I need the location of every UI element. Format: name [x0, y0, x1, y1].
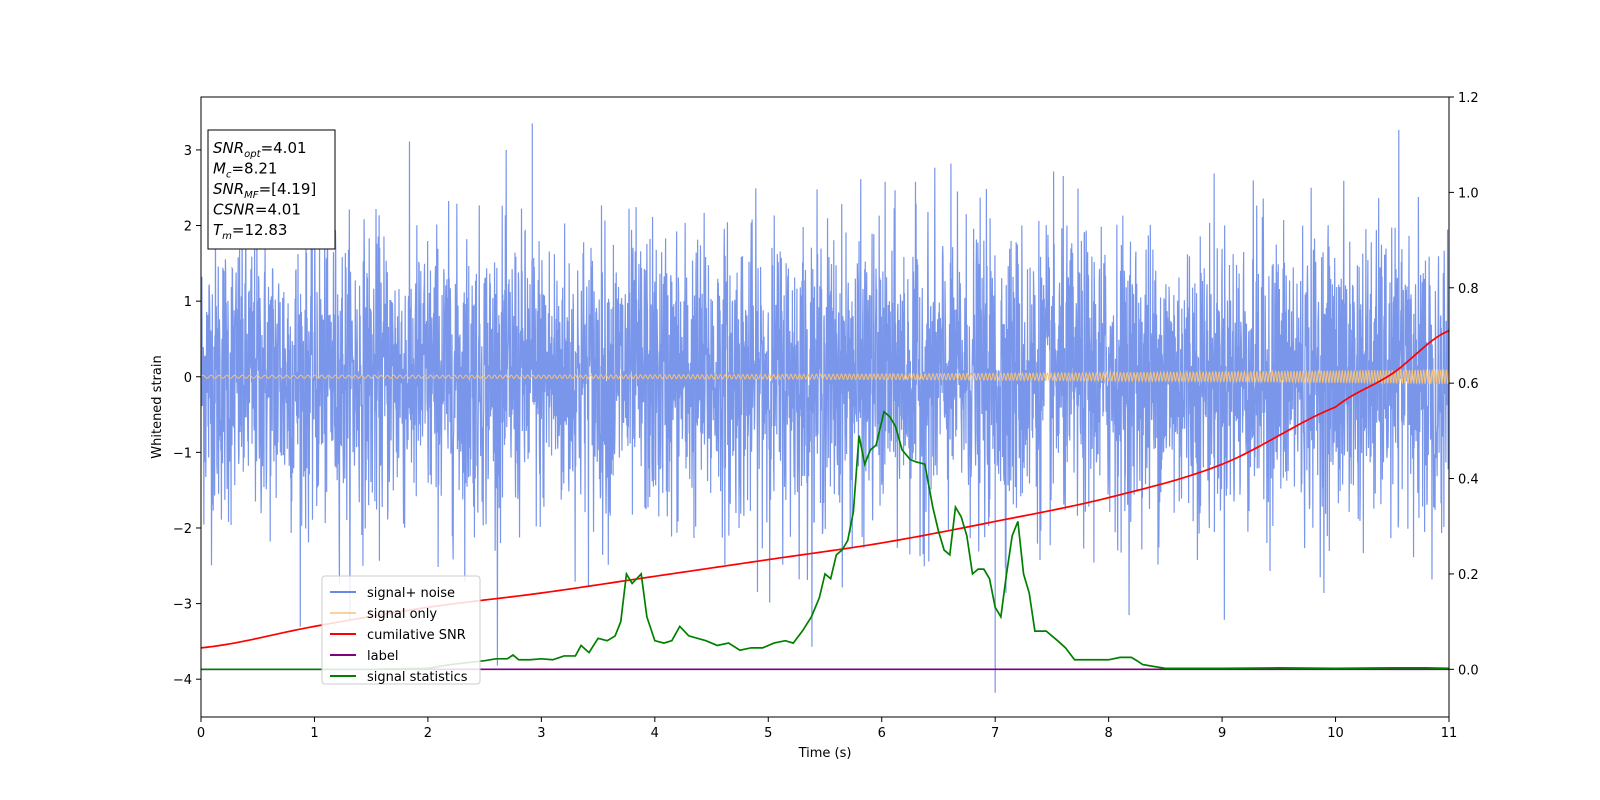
legend-entry: label: [367, 649, 398, 664]
plot-frame: [200, 96, 1450, 718]
x-tick-label: 5: [764, 726, 772, 741]
y-axis-left: −4 −3 −2 −1 0 1 2 3: [173, 144, 201, 688]
x-axis-label: Time (s): [798, 746, 852, 761]
x-tick-label: 0: [197, 726, 205, 741]
x-tick-label: 8: [1104, 726, 1112, 741]
legend-entry: signal+ noise: [367, 586, 455, 601]
x-tick-label: 11: [1441, 726, 1458, 741]
y2-tick-label: 0.2: [1458, 568, 1479, 583]
plot-area: [201, 123, 1449, 693]
y2-tick-label: 0.4: [1458, 473, 1479, 488]
annotation-symbol: CSNR: [213, 201, 255, 219]
annotation-value: =4.01: [255, 201, 301, 219]
y2-tick-label: 0.6: [1458, 377, 1479, 392]
x-tick-label: 3: [537, 726, 545, 741]
y2-tick-label: 0.8: [1458, 282, 1479, 297]
x-tick-label: 2: [424, 726, 432, 741]
legend-entry: signal only: [367, 607, 437, 622]
annotation-subscript: opt: [244, 149, 261, 160]
y-tick-label: 0: [184, 371, 192, 386]
annotation-symbol: SNR: [213, 139, 244, 157]
x-tick-label: 4: [651, 726, 659, 741]
annotation-subscript: MF: [244, 190, 259, 201]
annotation-symbol: T: [213, 221, 224, 239]
series-signal-statistics: [201, 410, 1449, 671]
series-signal-only: [201, 368, 1449, 386]
x-tick-label: 9: [1218, 726, 1226, 741]
y-tick-label: 3: [184, 144, 192, 159]
stats-annotation-box: SNRopt=4.01Mc=8.21SNRMF=[4.19]CSNR=4.01T…: [207, 129, 336, 250]
annotation-subscript: m: [222, 231, 232, 242]
x-tick-label: 1: [310, 726, 318, 741]
annotation-symbol: SNR: [213, 180, 244, 198]
x-axis: 0 1 2 3 4 5 6 7 8 9 10 11: [197, 717, 1457, 741]
y-tick-label: −4: [173, 673, 192, 688]
x-tick-label: 10: [1327, 726, 1344, 741]
annotation-line: CSNR=4.01: [213, 201, 301, 219]
y-axis-label: Whitened strain: [150, 355, 165, 458]
y-tick-label: 2: [184, 220, 192, 235]
annotation-value: =4.01: [261, 139, 307, 157]
legend-entry: signal statistics: [367, 670, 468, 685]
y2-tick-label: 1.2: [1458, 91, 1479, 106]
annotation-frame: [207, 129, 336, 250]
legend: signal+ noise signal only cumilative SNR la…: [321, 575, 481, 685]
y-tick-label: −1: [173, 446, 192, 461]
y-tick-label: 1: [184, 295, 192, 310]
x-tick-label: 6: [878, 726, 886, 741]
legend-frame: [321, 575, 481, 685]
y2-tick-label: 0.0: [1458, 663, 1479, 678]
y-tick-label: −3: [173, 598, 192, 613]
annotation-line: Mc=8.21: [213, 160, 277, 181]
annotation-symbol: M: [213, 160, 226, 178]
legend-entry: cumilative SNR: [367, 628, 466, 643]
annotation-value: =[4.19]: [259, 180, 317, 198]
annotation-subscript: c: [226, 170, 232, 181]
y-tick-label: −2: [173, 522, 192, 537]
y-axis-right: 0.0 0.2 0.4 0.6 0.8 1.0 1.2: [1449, 91, 1479, 678]
annotation-line: Tm=12.83: [213, 221, 287, 242]
y2-tick-label: 1.0: [1458, 186, 1479, 201]
annotation-value: =12.83: [232, 221, 288, 239]
annotation-line: SNRopt=4.01: [213, 139, 307, 160]
annotation-line: SNRMF=[4.19]: [213, 180, 316, 201]
x-tick-label: 7: [991, 726, 999, 741]
annotation-value: =8.21: [231, 160, 277, 178]
